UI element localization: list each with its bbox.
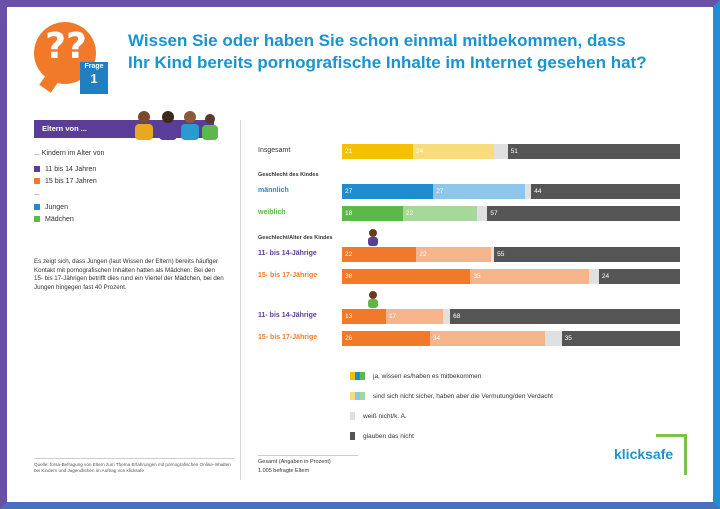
gender-label: Jungen — [45, 203, 68, 211]
summary-note: Es zeigt sich, dass Jungen (laut Wissen … — [34, 258, 224, 291]
bar-segment: 27 — [433, 184, 525, 199]
legend-swatch — [350, 412, 355, 420]
bar-segment: 22 — [342, 247, 417, 262]
bar-segment: 22 — [402, 206, 478, 221]
bar-segment: 34 — [429, 331, 545, 346]
badge-label: Frage — [84, 63, 104, 70]
legend-item: sind sich nicht sicher, haben aber die V… — [350, 386, 553, 406]
section-label: Geschlecht/Alter des Kindes — [258, 235, 333, 241]
bar-segment: 22 — [416, 247, 491, 262]
bar-segment: 27 — [342, 184, 434, 199]
bar-segment: 24 — [412, 144, 495, 159]
gender-item-boys: Jungen — [34, 201, 224, 213]
base-note: Gesamt (Angaben in Prozent) — [258, 455, 358, 467]
badge-number: 1 — [90, 71, 98, 86]
legend-swatch — [350, 432, 355, 440]
bar-segment — [443, 309, 451, 324]
bar-segment: 26 — [342, 331, 430, 346]
legend-swatch — [34, 216, 40, 222]
left-legend-subtitle: ... Kindern im Alter von — [34, 150, 105, 157]
chart-legend: ja, wissen es/haben es mitbekommen sind s… — [350, 366, 553, 446]
age-item-15-17: 15 bis 17 Jahren — [34, 175, 224, 187]
question-number-badge: Frage 1 — [80, 62, 108, 94]
bar-segment — [490, 247, 495, 262]
girl-icon — [368, 291, 378, 308]
legend-swatch — [34, 204, 40, 210]
bar-segment: 13 — [342, 309, 386, 324]
legend-label: ja, wissen es/haben es mitbekommen — [373, 372, 482, 380]
legend-item: weiß nicht/k. A. — [350, 406, 553, 426]
source-note: Quelle: forsa-Befragung von Eltern zum T… — [34, 458, 234, 474]
title-line-1: Wissen Sie oder haben Sie schon einmal m… — [128, 31, 626, 50]
legend-label: weiß nicht/k. A. — [363, 412, 407, 420]
legend-swatch — [34, 166, 40, 172]
panel-divider — [240, 120, 241, 480]
bar-segment — [494, 144, 508, 159]
bar-segment — [588, 269, 599, 284]
title-line-2: Ihr Kind bereits pornografische Inhalte … — [128, 53, 647, 72]
row-label: 15- bis 17-Jährige — [258, 272, 318, 279]
row-label: männlich — [258, 187, 289, 194]
bar-segment — [524, 184, 532, 199]
legend-dots: ... — [34, 190, 40, 197]
bar-segment: 18 — [342, 206, 403, 221]
bar-segment: 57 — [487, 206, 680, 221]
legend-label: sind sich nicht sicher, haben aber die V… — [373, 392, 553, 400]
left-legend: ... Kindern im Alter von 11 bis 14 Jahre… — [34, 150, 224, 225]
legend-label: glauben das nicht — [363, 432, 414, 440]
legend-item: ja, wissen es/haben es mitbekommen — [350, 366, 553, 386]
row-label: 11- bis 14-Jährige — [258, 312, 317, 319]
legend-item: glauben das nicht — [350, 426, 553, 446]
chart-footer: Gesamt (Angaben in Prozent) 1.005 befrag… — [258, 455, 358, 476]
row-label: 15- bis 17-Jährige — [258, 334, 318, 341]
row-label: Insgesamt — [258, 147, 291, 154]
bar-segment: 35 — [561, 331, 680, 346]
bar-segment: 24 — [598, 269, 680, 284]
bar-segment: 68 — [450, 309, 680, 324]
brand-accent-frame — [656, 434, 687, 475]
legend-swatch — [350, 392, 365, 400]
boy-icon — [368, 229, 378, 246]
sample-note: 1.005 befragte Eltern — [258, 468, 310, 474]
gender-item-girls: Mädchen — [34, 213, 224, 225]
row-label: 11- bis 14-Jährige — [258, 250, 317, 257]
gender-label: Mädchen — [45, 215, 74, 223]
bar-segment: 17 — [385, 309, 444, 324]
age-label: 11 bis 14 Jahren — [45, 165, 97, 173]
bar-segment: 35 — [470, 269, 589, 284]
bar-segment: 21 — [342, 144, 413, 159]
row-label: weiblich — [258, 209, 286, 216]
legend-swatch — [34, 178, 40, 184]
bar-segment: 55 — [494, 247, 680, 262]
question-marks-icon: ?? — [45, 26, 87, 67]
section-label: Geschlecht des Kindes — [258, 172, 319, 178]
age-item-11-14: 11 bis 14 Jahren — [34, 163, 224, 175]
bar-segment — [544, 331, 562, 346]
bar-segment: 44 — [531, 184, 680, 199]
parents-group-icon — [135, 111, 218, 140]
brand-logo: klicksafe — [614, 446, 674, 462]
age-label: 15 bis 17 Jahren — [45, 177, 97, 185]
page-title: Wissen Sie oder haben Sie schon einmal m… — [128, 30, 688, 74]
legend-swatch — [350, 372, 365, 380]
bar-segment: 51 — [507, 144, 680, 159]
bar-segment: 38 — [342, 269, 471, 284]
bar-segment — [477, 206, 488, 221]
